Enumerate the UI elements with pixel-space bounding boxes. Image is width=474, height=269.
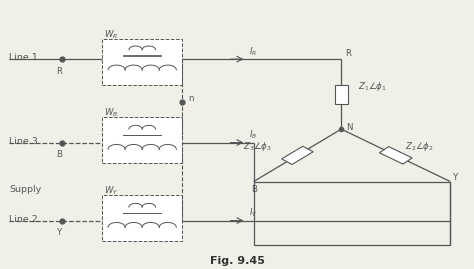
Text: $W_Y$: $W_Y$ — [104, 185, 119, 197]
Text: Fig. 9.45: Fig. 9.45 — [210, 256, 264, 266]
Text: Line 3: Line 3 — [9, 137, 38, 146]
Text: $Z_1\angle\phi_1$: $Z_1\angle\phi_1$ — [358, 80, 387, 93]
Text: $W_R$: $W_R$ — [104, 29, 118, 41]
Text: $Z_3\angle\phi_3$: $Z_3\angle\phi_3$ — [243, 140, 272, 153]
Text: R: R — [345, 49, 351, 58]
Text: $I_Y$: $I_Y$ — [249, 207, 257, 219]
Text: $I_R$: $I_R$ — [249, 45, 257, 58]
Bar — [102, 195, 182, 241]
Text: N: N — [346, 123, 353, 132]
Text: $W_B$: $W_B$ — [104, 107, 118, 119]
Bar — [102, 117, 182, 163]
Text: n: n — [188, 94, 194, 103]
Polygon shape — [380, 147, 412, 164]
Text: Supply: Supply — [9, 185, 42, 194]
Polygon shape — [282, 146, 313, 164]
Bar — [102, 39, 182, 85]
Text: Y: Y — [56, 228, 62, 237]
Text: $Z_2\angle\phi_2$: $Z_2\angle\phi_2$ — [405, 140, 434, 153]
Text: Y: Y — [453, 173, 458, 182]
Text: $I_B$: $I_B$ — [249, 129, 257, 141]
Text: R: R — [56, 67, 62, 76]
Text: B: B — [56, 150, 62, 159]
Text: Line 1: Line 1 — [9, 53, 38, 62]
Text: B: B — [251, 185, 257, 194]
Bar — [335, 85, 348, 104]
Text: Line 2: Line 2 — [9, 215, 38, 224]
